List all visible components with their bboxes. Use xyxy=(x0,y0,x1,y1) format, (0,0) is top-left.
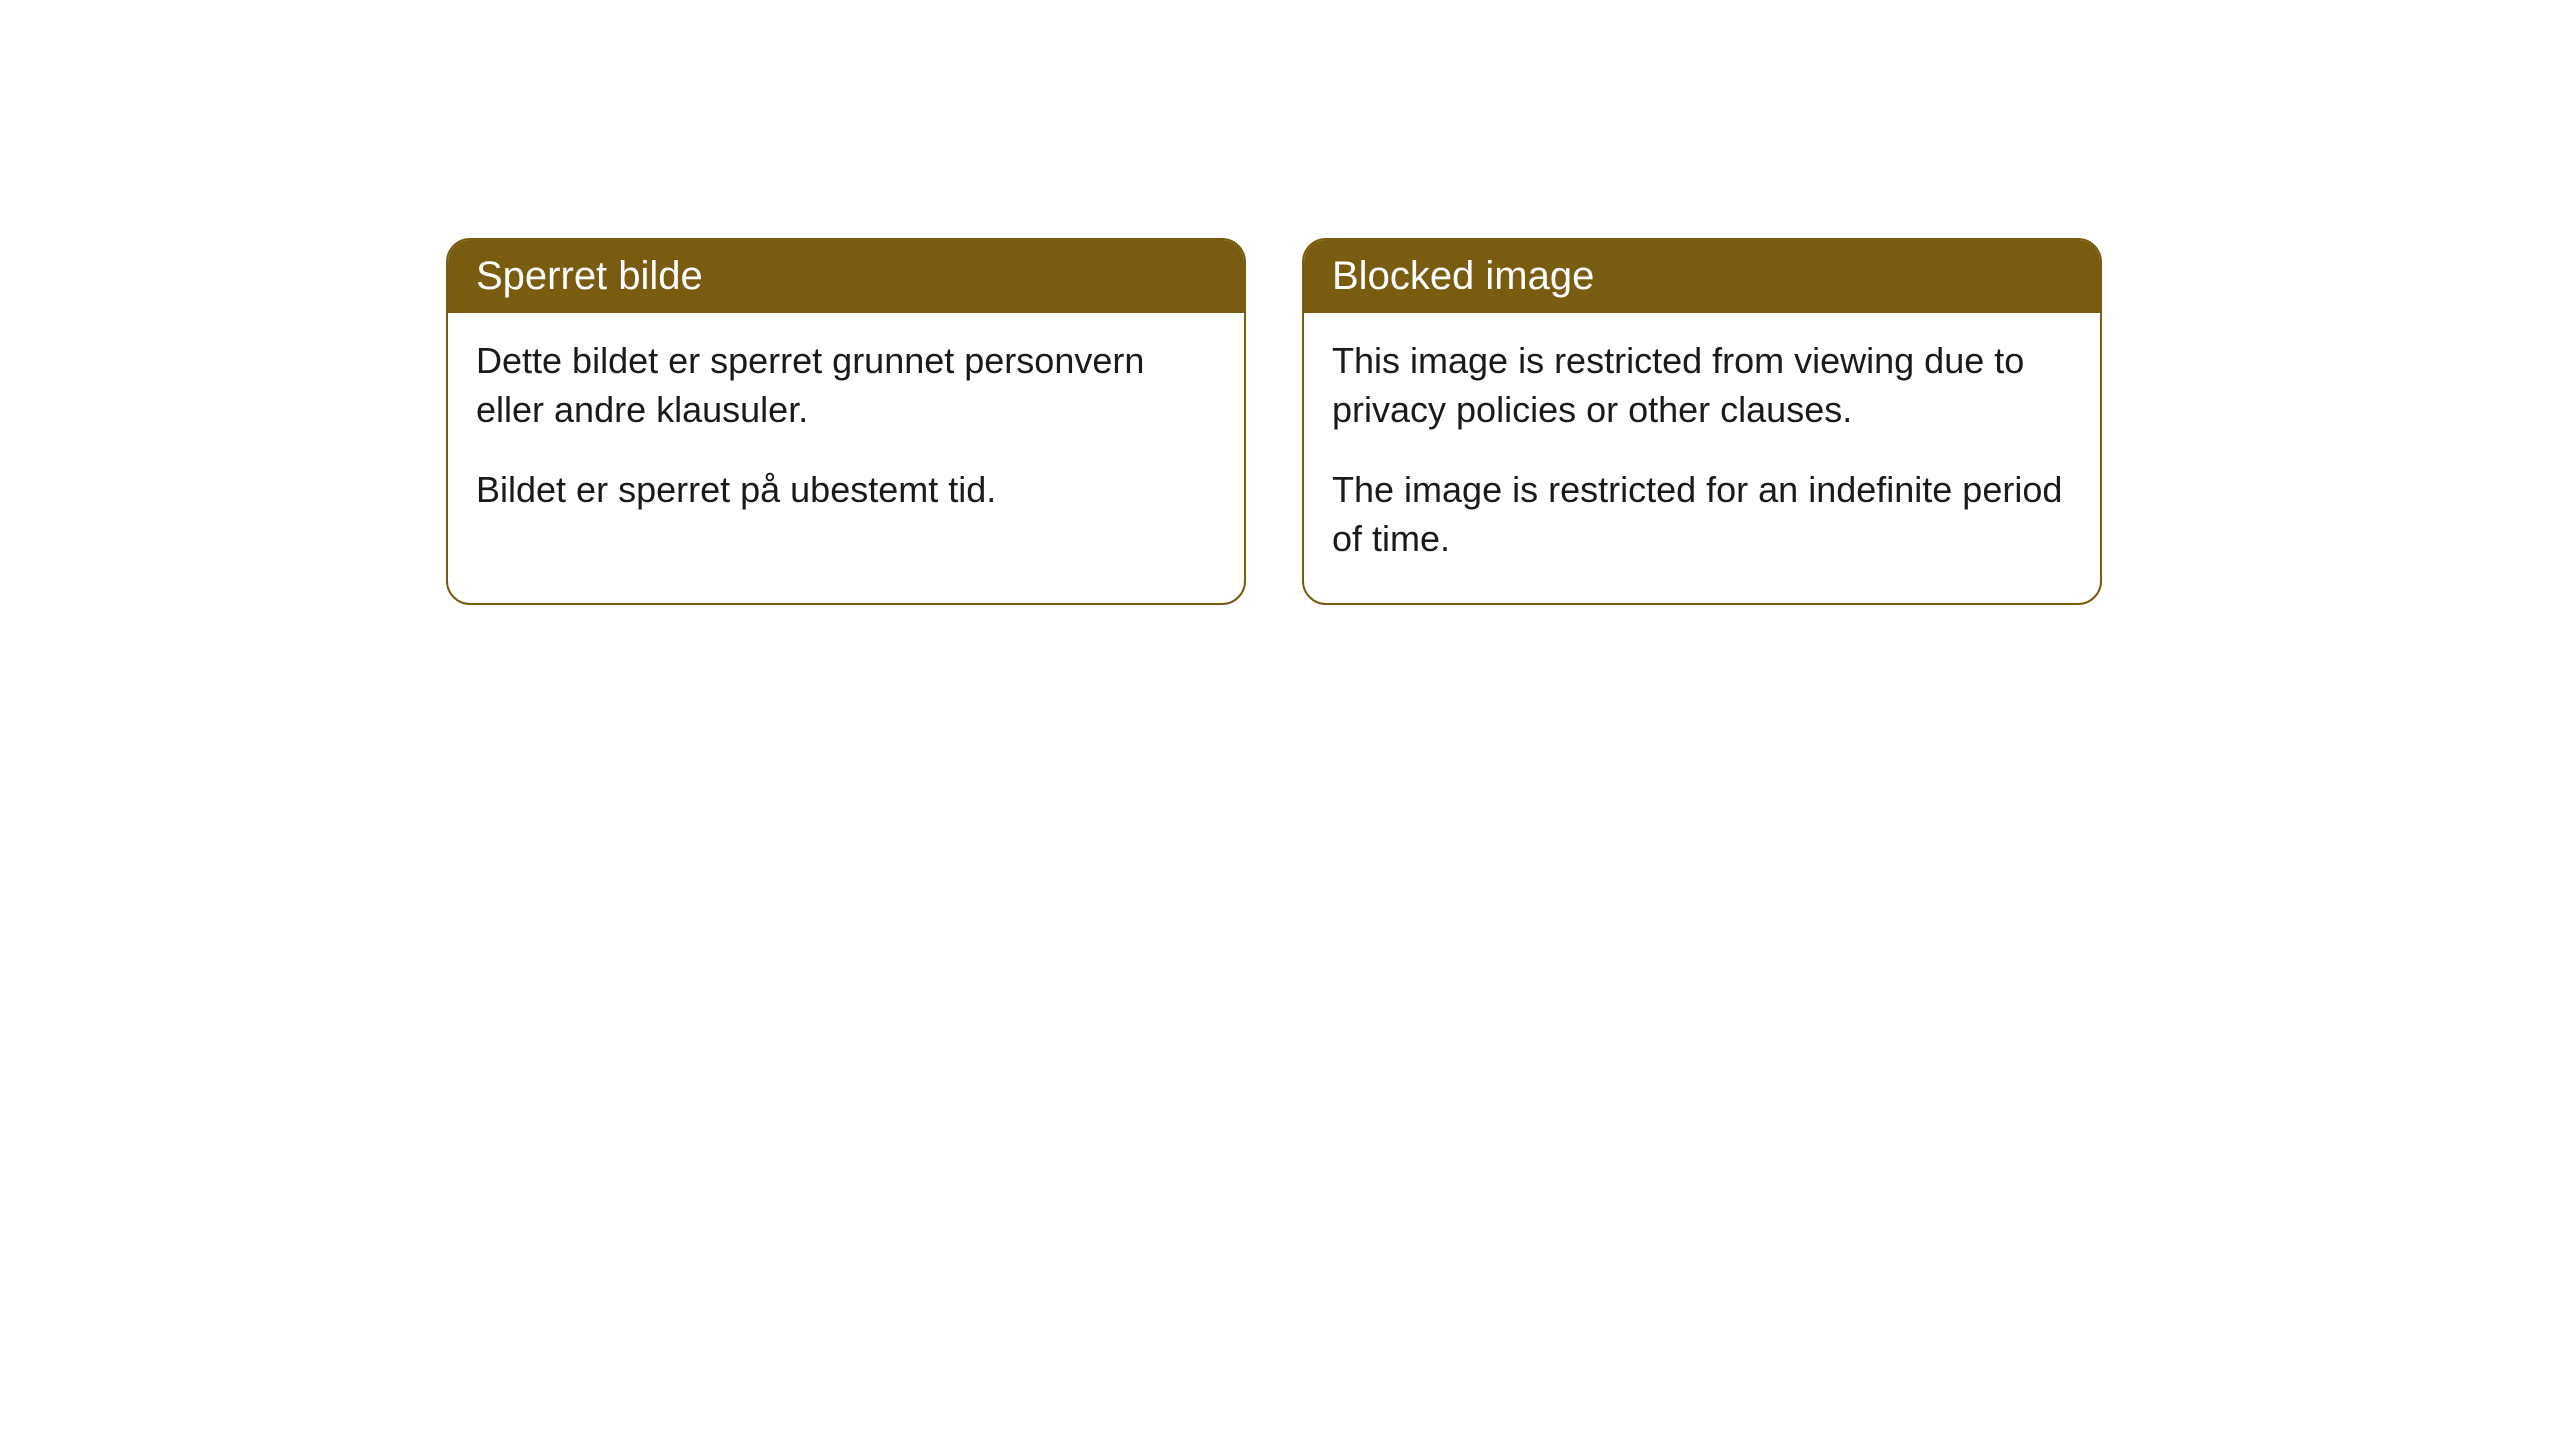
notice-text-norwegian-1: Dette bildet er sperret grunnet personve… xyxy=(476,337,1216,434)
notice-title-norwegian: Sperret bilde xyxy=(476,254,703,298)
notice-text-english-1: This image is restricted from viewing du… xyxy=(1332,337,2072,434)
notice-title-english: Blocked image xyxy=(1332,254,1594,298)
notice-body-english: This image is restricted from viewing du… xyxy=(1304,313,2100,603)
notice-header-english: Blocked image xyxy=(1304,240,2100,313)
notice-body-norwegian: Dette bildet er sperret grunnet personve… xyxy=(448,313,1244,555)
notice-text-english-2: The image is restricted for an indefinit… xyxy=(1332,466,2072,563)
notice-card-norwegian: Sperret bilde Dette bildet er sperret gr… xyxy=(446,238,1246,605)
notice-card-english: Blocked image This image is restricted f… xyxy=(1302,238,2102,605)
notice-text-norwegian-2: Bildet er sperret på ubestemt tid. xyxy=(476,466,1216,515)
notice-header-norwegian: Sperret bilde xyxy=(448,240,1244,313)
notice-container: Sperret bilde Dette bildet er sperret gr… xyxy=(446,238,2102,605)
